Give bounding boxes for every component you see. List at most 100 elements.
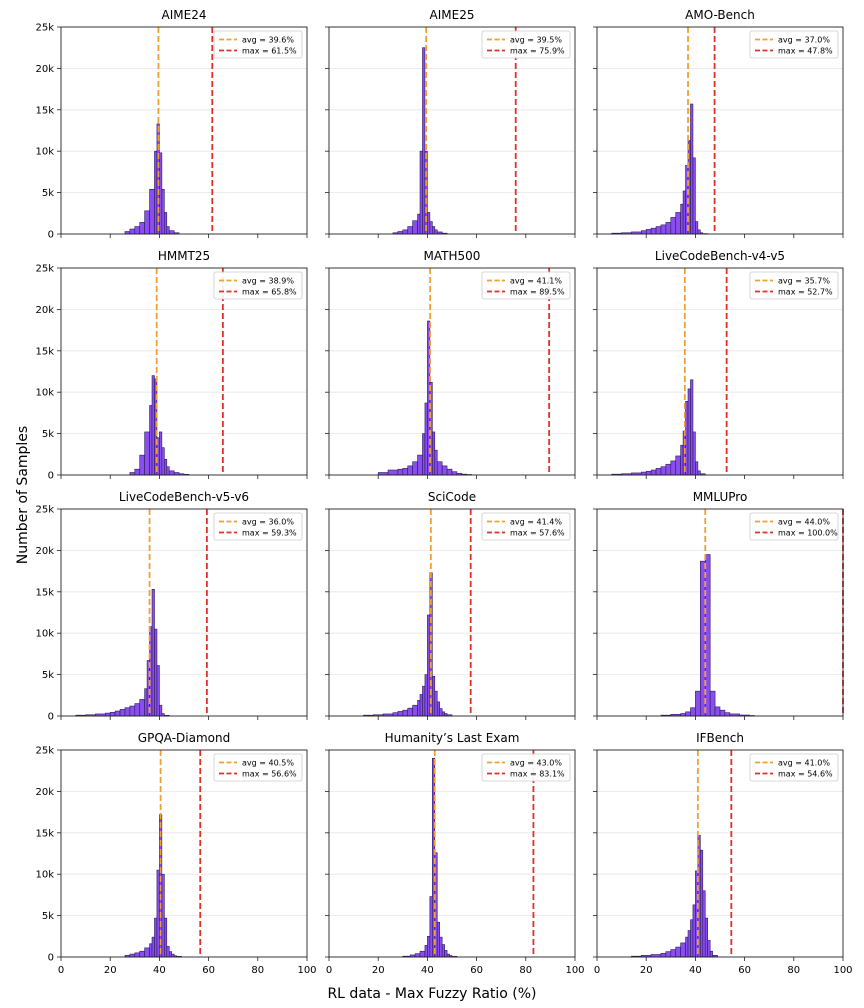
histogram-bar [151,936,155,958]
histogram-bar [166,945,170,958]
histogram-bar [439,936,443,958]
histogram-bar [109,711,116,717]
histogram-bar [134,468,141,476]
histogram-bar [417,213,421,235]
histogram-bar [427,935,431,958]
x-tick-label: 60 [470,965,483,976]
legend-max-label: max = 57.6% [510,529,565,538]
y-tick-label: 5k [42,911,54,922]
histogram-bar [709,690,716,717]
y-tick-label: 25k [35,505,54,516]
legend-max-label: max = 100.0% [778,529,838,538]
x-tick-label: 20 [640,965,653,976]
histogram-bar [159,431,163,476]
legend-avg-label: avg = 40.5% [242,759,294,768]
legend-avg-label: avg = 41.1% [510,277,562,286]
histogram-bar [432,226,436,235]
histogram-bar [665,951,672,958]
panel-title: AIME24 [162,8,207,22]
histogram-bar [680,203,684,235]
histogram-bar [129,705,136,717]
panel-11: 0 20 40 60 80 100 IFBench avg = 41.0% max = 54.6… [593,731,853,976]
y-tick-label: 15k [35,346,54,357]
histogram-bar [422,685,426,717]
histogram-bar [704,917,708,958]
axes-frame [328,267,576,476]
x-tick-label: 40 [421,965,434,976]
y-tick-label: 5k [42,188,54,199]
histogram-bar [166,466,170,476]
axes-frame [328,508,576,717]
axes-frame [596,749,844,958]
histogram-bar [134,952,141,958]
legend-max-label: max = 59.3% [242,529,297,538]
panel-title: MATH500 [424,249,481,263]
histogram-bar [714,706,721,717]
histogram-bar [707,940,711,958]
panel-title: LiveCodeBench-v4-v5 [655,249,785,263]
y-tick-label: 20k [35,64,54,75]
histogram-bar [665,222,672,235]
histogram-bar [690,919,694,958]
histogram-bar [412,704,418,717]
x-tick-label: 80 [787,965,800,976]
histogram-bar [685,711,691,717]
histogram-bar [427,614,431,717]
histogram-bar [119,709,126,717]
histogram-bar [422,47,426,235]
histogram-bar [439,708,443,717]
histogram-bar [392,712,399,717]
histogram-bar [164,458,168,476]
histogram-bar [441,465,448,476]
axes-frame [60,508,308,717]
histogram-bar [436,461,443,476]
panel-title: HMMT25 [158,249,210,263]
histogram-bar [700,849,704,958]
y-tick-label: 5k [42,670,54,681]
histogram-bar [697,229,701,235]
panel-title: IFBench [696,731,744,745]
histogram-bar [159,152,163,235]
histogram-bar [645,229,652,235]
histogram-bar [144,688,148,717]
panel-0: 0 5k 10k 15k 20k 25k AIME24 avg = 39.6% max = 61… [35,8,308,241]
histogram-bar [655,468,662,476]
panel-4: MATH500 avg = 41.1% max = 89.5% [325,249,576,479]
x-tick-label: 60 [738,965,751,976]
histogram-bar [685,401,689,476]
x-tick-label: 80 [519,965,532,976]
histogram-bar [436,701,440,717]
y-tick-label: 0 [48,471,54,482]
x-tick-label: 0 [594,965,600,976]
histogram-bar [402,468,409,476]
x-tick-label: 40 [689,965,702,976]
panels-group: 0 5k 10k 15k 20k 25k AIME24 avg = 39.6% max = 61… [35,8,852,976]
histogram-bar [690,103,694,235]
histogram-bar [144,431,150,476]
histogram-bar [168,951,173,958]
y-tick-label: 0 [48,230,54,241]
y-tick-label: 20k [35,305,54,316]
axes-frame [596,267,844,476]
histogram-bar [164,917,168,958]
histogram-bar [424,945,428,958]
histogram-bar [660,224,667,235]
axes-frame [60,749,308,958]
y-tick-label: 25k [35,23,54,34]
histogram-bar [660,466,667,476]
histogram-bar [670,460,677,476]
histogram-bar [154,150,158,235]
histogram-bar [134,703,141,717]
legend-max-label: max = 61.5% [242,47,297,56]
histogram-bar [417,454,423,476]
panel-title: GPQA-Diamond [138,731,230,745]
histogram-bar [709,950,713,958]
panel-5: LiveCodeBench-v4-v5 avg = 35.7% max = 52.7… [593,249,844,479]
x-tick-label: 100 [565,965,584,976]
histogram-bar [149,188,155,235]
histogram-bar [645,470,652,476]
legend-avg-label: avg = 43.0% [510,759,562,768]
x-tick-label: 0 [58,965,64,976]
y-tick-label: 15k [35,587,54,598]
x-tick-label: 20 [372,965,385,976]
